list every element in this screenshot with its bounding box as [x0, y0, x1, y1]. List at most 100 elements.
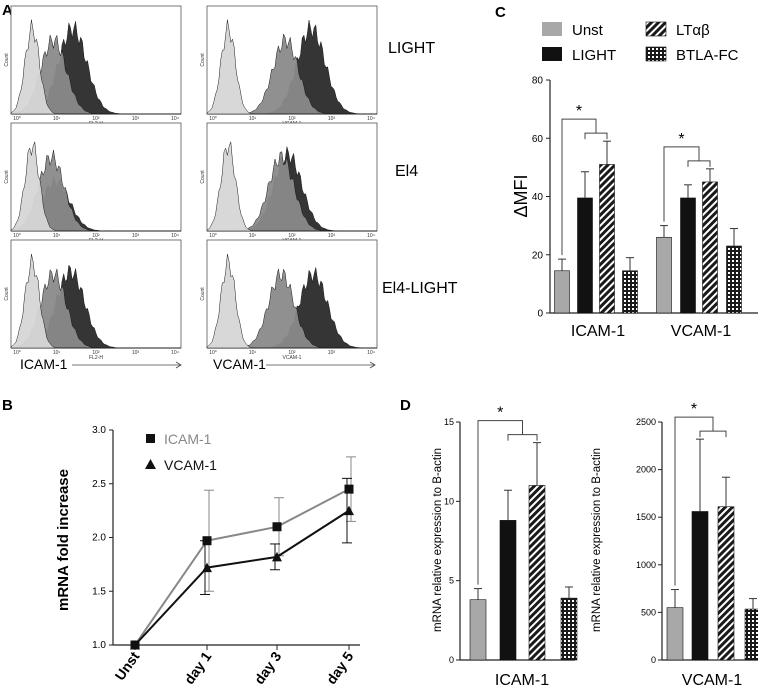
histogram-y-label: Count [200, 170, 206, 184]
b-series-line-0 [134, 488, 350, 646]
isotype-curve [206, 19, 377, 115]
d1-bars: * [469, 405, 578, 661]
histogram-tick-label: 10¹ [249, 233, 257, 239]
histogram-tick-label: 10³ [132, 116, 140, 122]
d1-y-tick-label: 5 [449, 576, 454, 586]
c-0-sig-bracket-outer [561, 118, 597, 256]
d1-y-ticks: 0 5 10 15 [444, 417, 460, 665]
b-point-vcam [130, 640, 140, 650]
histogram-y-label: Count [200, 53, 206, 67]
row-label-light: LIGHT [388, 40, 435, 57]
legend-icam-marker [146, 434, 155, 443]
histogram-tick-label: 10⁰ [13, 233, 21, 239]
d1-sig-star: * [497, 405, 503, 422]
b-y-label: mRNA fold increase [55, 469, 72, 611]
d1-y-tick-label: 0 [449, 655, 454, 665]
histogram-y-label: Count [4, 287, 10, 301]
d1-y-label: mRNA relative expression to B-actin [432, 448, 444, 632]
isotype-curve [10, 254, 181, 349]
histogram-x-label: VCAM-1 [283, 355, 302, 361]
c-y-tick-label: 0 [537, 309, 543, 320]
b-x-tick-label: day 1 [181, 648, 215, 687]
isotype-curve [10, 141, 181, 232]
c-1-bar [656, 236, 672, 314]
b-x-tick-label: day 3 [251, 648, 285, 687]
c-1-sig-star: * [678, 131, 684, 148]
legend-unst-label: Unst [572, 22, 604, 39]
c-x-label-vcam: VCAM-1 [671, 323, 732, 340]
histogram-tick-label: 10⁰ [13, 116, 21, 122]
histogram-tick-label: 10¹ [53, 350, 61, 356]
panel-a-letter: A [2, 2, 13, 19]
legend-light-swatch [542, 47, 562, 61]
d2-y-tick-label: 1000 [636, 560, 656, 570]
c-1-bar [702, 181, 718, 314]
b-point-icam [344, 484, 354, 494]
icam-arrow-head [175, 361, 182, 369]
b-y-tick-label: 2.0 [92, 533, 106, 544]
b-y-tick-label: 3.0 [92, 425, 106, 436]
histogram-tick-label: 10¹ [249, 116, 257, 122]
b-series-line-1 [134, 509, 350, 646]
legend-ltab-label: LTαβ [676, 22, 710, 39]
c-0-bar [554, 270, 570, 314]
legend-unst-swatch [542, 22, 562, 36]
c-y-tick-label: 60 [532, 134, 544, 145]
d2-sig-bracket-inner [699, 430, 727, 438]
histogram-tick-label: 10⁴ [367, 233, 375, 239]
histogram-tick-label: 10⁴ [367, 350, 375, 356]
histogram-y-label: Count [4, 53, 10, 67]
c-0-bar [622, 270, 638, 314]
d2-sig-star: * [691, 401, 697, 418]
histogram-tick-label: 10⁴ [367, 116, 375, 122]
d2-y-tick-label: 500 [641, 607, 656, 617]
d2-y-tick-label: 0 [651, 655, 656, 665]
panel-d: D mRNA relative expression to B-actin 0 5… [400, 397, 758, 689]
d2-y-label: mRNA relative expression to B-actin [591, 448, 603, 632]
d1-sig-bracket-outer [477, 420, 523, 585]
legend-light-label: LIGHT [572, 47, 616, 64]
c-0-sig-bracket-inner [584, 132, 608, 140]
vcam-arrow-head [369, 361, 376, 369]
c-y-label: ΔMFI [511, 174, 531, 217]
histogram-x-label: FL2-H [89, 355, 103, 361]
histogram-tick-label: 10³ [328, 116, 336, 122]
histogram-icam-3: Count 10⁰ 10¹ 10² 10³ 10⁴ FL2-H [4, 239, 182, 361]
d2-bar [666, 607, 684, 661]
panel-c-letter: C [495, 4, 506, 21]
legend-vcam-marker [145, 459, 156, 469]
d2-y-tick-label: 2000 [636, 465, 656, 475]
histogram-tick-label: 10⁴ [171, 116, 179, 122]
histogram-tick-label: 10³ [132, 350, 140, 356]
histogram-tick-label: 10⁰ [13, 350, 21, 356]
c-y-tick-label: 80 [532, 76, 544, 87]
d1-y-tick-label: 15 [444, 417, 454, 427]
b-point-vcam [272, 551, 282, 562]
c-1-bar [680, 197, 696, 314]
d1-bar [560, 597, 578, 661]
row-label-el4: El4 [395, 163, 418, 180]
d1-bar [528, 485, 546, 661]
c-0-bar [577, 197, 593, 314]
b-x-tick-label: Unst [111, 648, 142, 683]
c-1-bar [726, 245, 742, 314]
icam-axis-label: ICAM-1 [20, 356, 68, 372]
isotype-curve [206, 141, 377, 232]
d1-bar [499, 520, 517, 661]
d2-bar [691, 511, 709, 661]
d2-y-tick-label: 1500 [636, 512, 656, 522]
histogram-tick-label: 10⁰ [209, 233, 217, 239]
c-x-label-icam: ICAM-1 [571, 323, 625, 340]
c-y-tick-label: 40 [532, 192, 544, 203]
b-point-icam [272, 522, 282, 532]
histogram-tick-label: 10¹ [249, 350, 257, 356]
c-0-sig-star: * [576, 103, 582, 120]
histogram-tick-label: 10¹ [53, 233, 61, 239]
c-1-sig-bracket-inner [687, 160, 711, 167]
c-0-bar [599, 164, 615, 314]
